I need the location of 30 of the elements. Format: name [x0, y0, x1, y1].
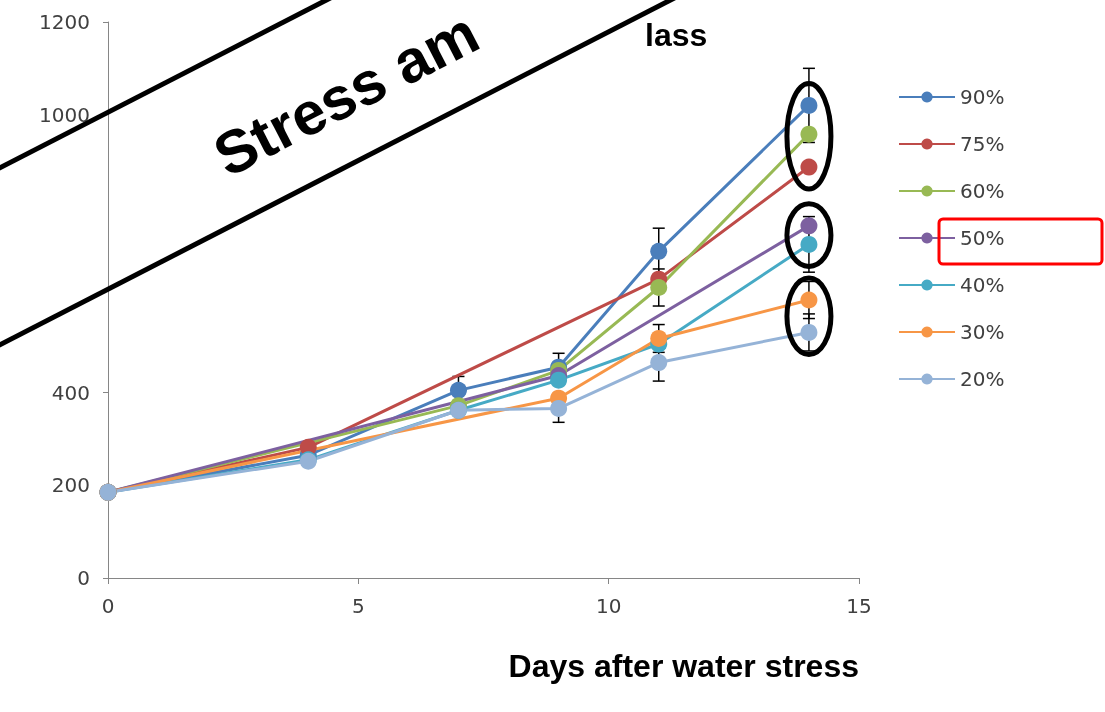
point — [800, 323, 818, 341]
point — [800, 291, 818, 309]
point — [650, 278, 668, 296]
point — [650, 354, 668, 372]
x-tick-label: 10 — [595, 594, 622, 618]
point — [650, 242, 668, 260]
legend-label: 60% — [960, 179, 1005, 203]
y-tick-label: 1200 — [39, 10, 90, 34]
point — [550, 399, 568, 417]
point — [650, 329, 668, 347]
legend-label: 40% — [960, 273, 1005, 297]
point — [449, 381, 467, 399]
legend-label: 30% — [960, 320, 1005, 344]
point — [800, 96, 818, 114]
legend-label: 50% — [960, 226, 1005, 250]
x-tick-label: 15 — [846, 594, 872, 618]
legend-label: 75% — [960, 132, 1005, 156]
y-tick-label: 400 — [51, 380, 90, 405]
legend-label: 20% — [960, 367, 1005, 391]
x-axis-title: Days after water stress — [508, 648, 859, 684]
point — [800, 158, 818, 176]
point — [550, 371, 568, 389]
point — [800, 125, 818, 143]
x-tick-label: 5 — [351, 594, 365, 618]
chart-title: lass — [645, 17, 708, 53]
y-tick-label: 200 — [51, 473, 90, 498]
legend-label: 90% — [960, 85, 1005, 109]
y-tick-label: 0 — [77, 566, 90, 590]
y-tick-label: 1000 — [39, 102, 90, 127]
x-tick-label: 0 — [101, 594, 115, 618]
